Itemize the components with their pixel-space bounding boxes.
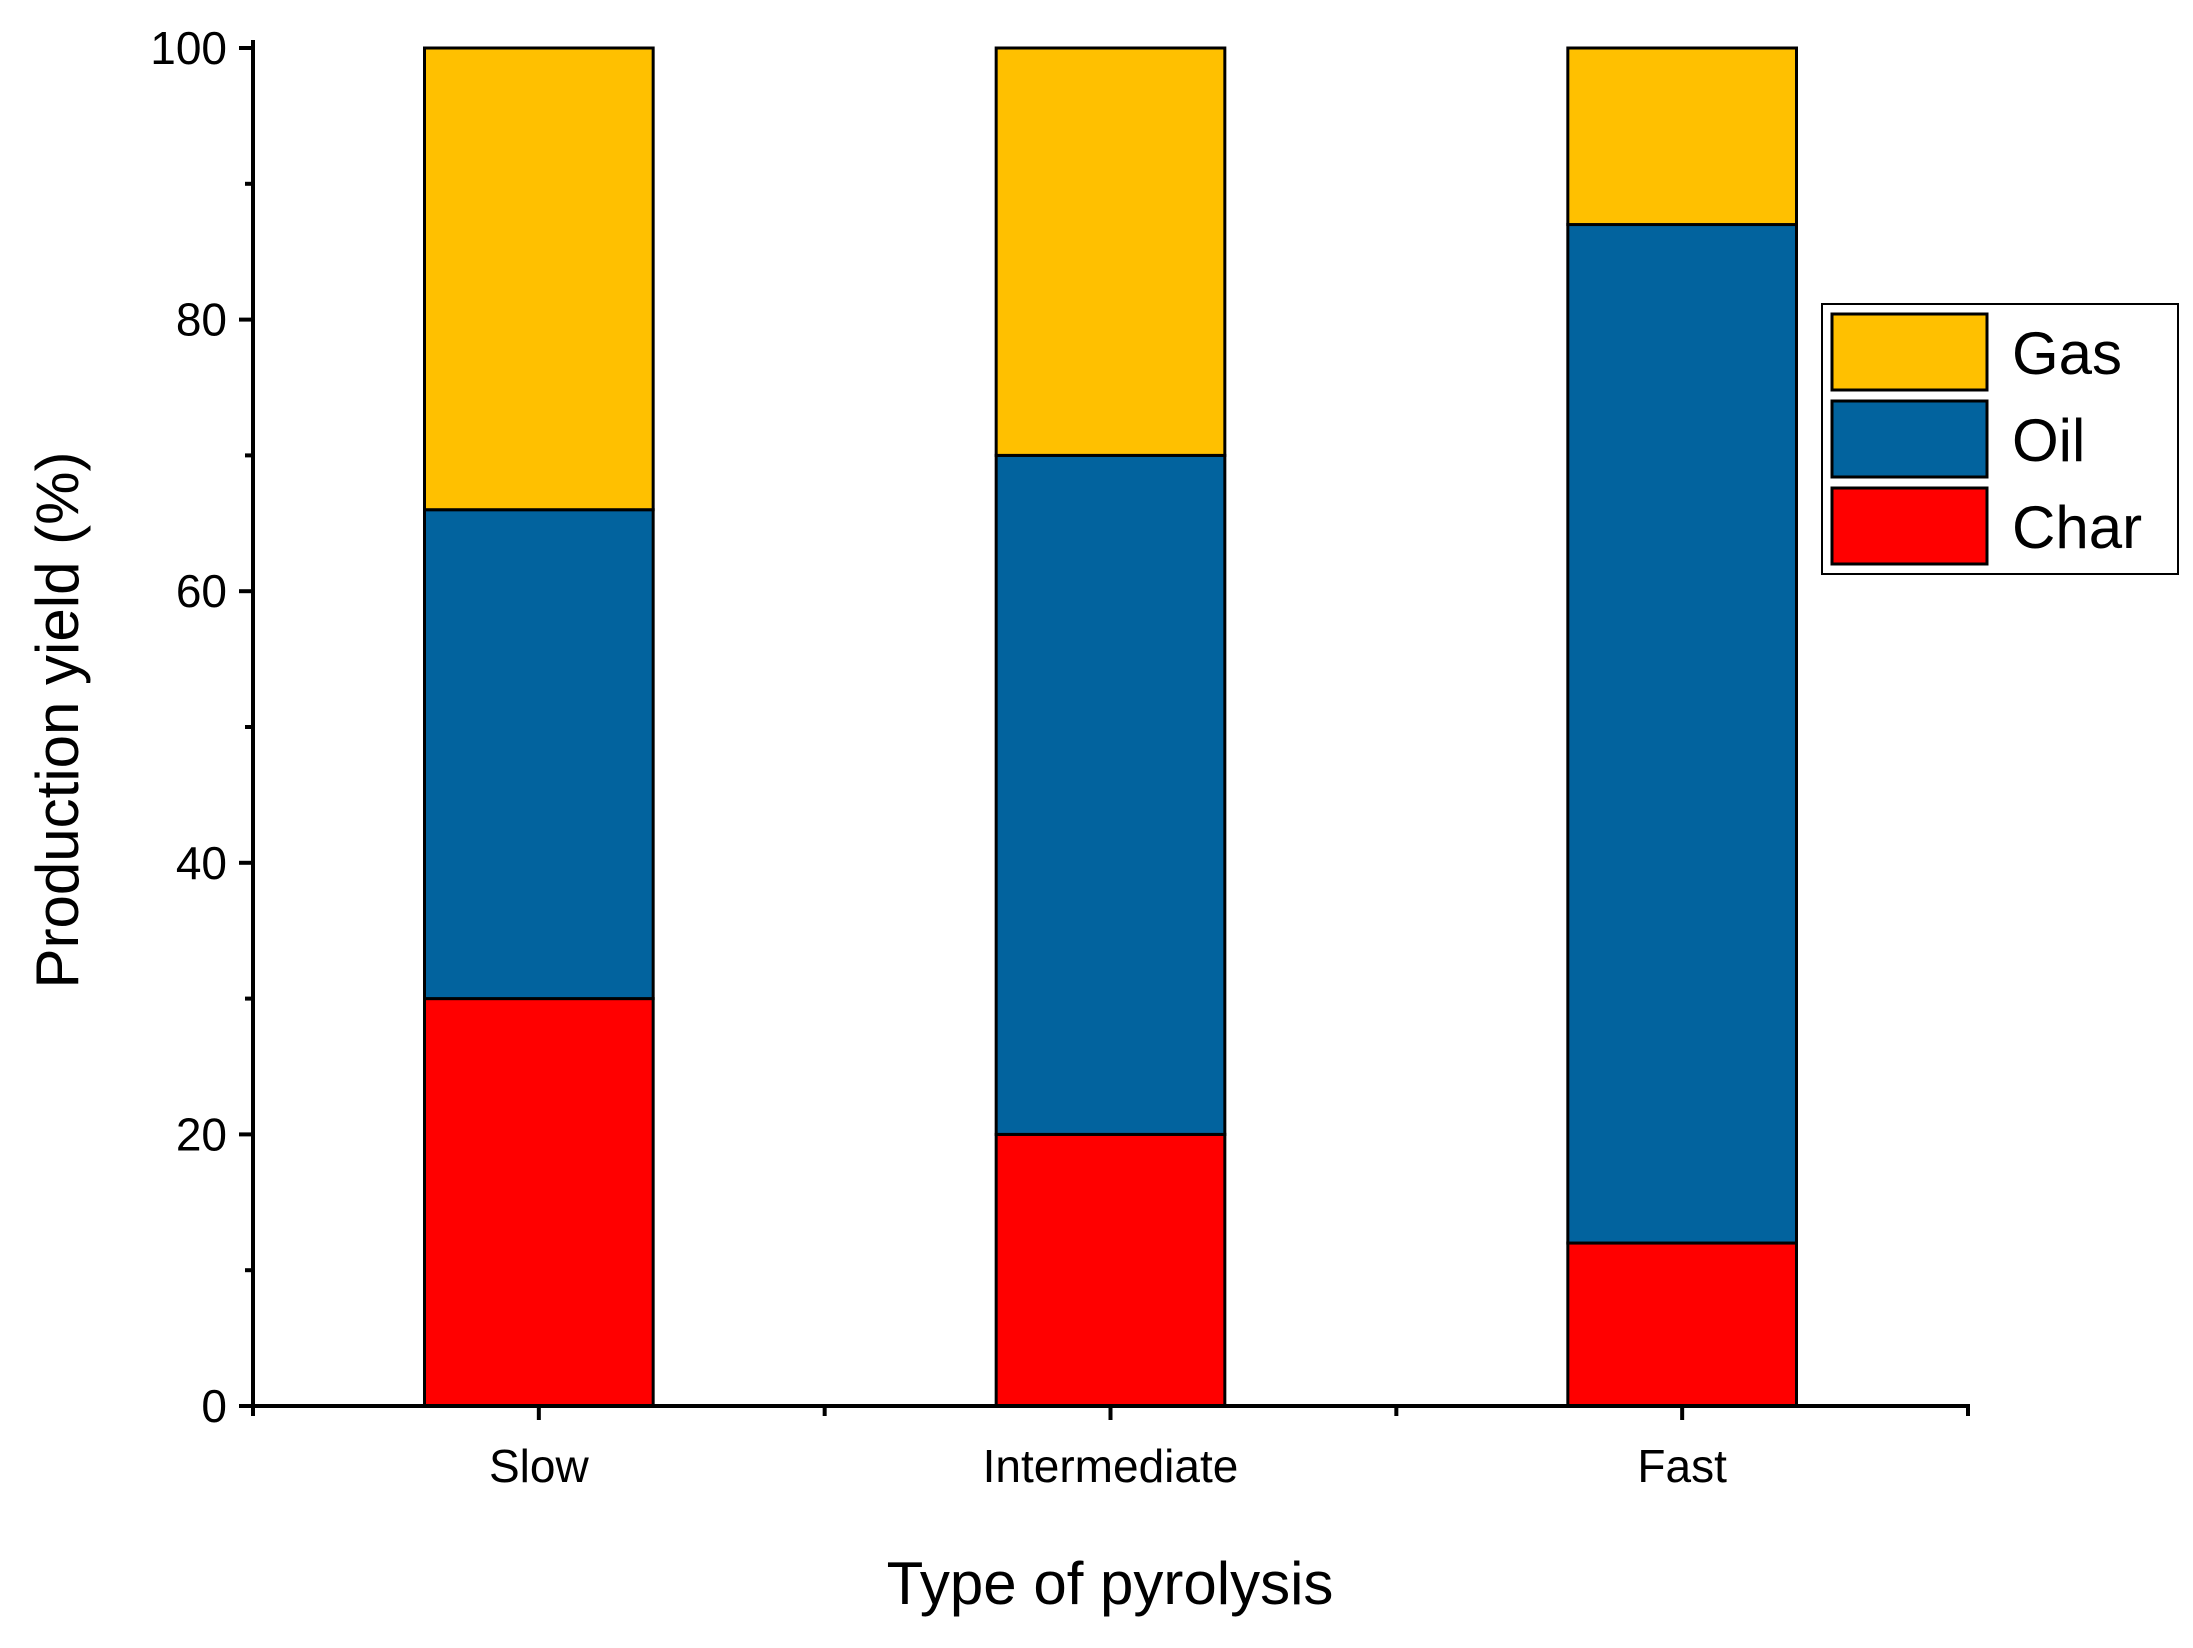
x-tick-label-intermediate: Intermediate [983,1440,1239,1492]
y-axis-title: Production yield (%) [24,452,91,989]
bar-fast-gas [1566,46,1799,227]
y-tick-label: 80 [176,294,227,346]
bar-slow-oil [423,508,655,1001]
y-tick-label: 40 [176,837,227,889]
x-ticks-layer: Slow Intermediate Fast [251,1406,1970,1492]
legend: Gas Oil Char [1821,303,2179,575]
legend-swatch-oil [1830,399,1989,479]
bar-intermediate-char [994,1132,1227,1408]
bar-intermediate-gas [994,46,1227,457]
bars-layer [423,46,1799,1408]
bar-slow-gas [423,46,655,512]
bar-fast-char [1566,1241,1799,1408]
y-ticks-layer: 0 20 40 60 80 100 [150,22,253,1432]
y-tick-label: 100 [150,22,227,74]
legend-label-char: Char [2012,494,2142,561]
y-tick-label: 60 [176,565,227,617]
y-tick-label: 0 [201,1380,227,1432]
legend-swatch-gas [1830,312,1989,392]
bar-fast-oil [1566,223,1799,1245]
bar-slow-char [423,997,655,1408]
bar-intermediate-oil [994,453,1227,1136]
x-tick-label-slow: Slow [489,1440,589,1492]
legend-label-gas: Gas [2012,320,2122,387]
y-tick-label: 20 [176,1108,227,1160]
legend-swatch-char [1830,486,1989,566]
x-axis-title: Type of pyrolysis [887,1550,1334,1617]
x-tick-label-fast: Fast [1637,1440,1727,1492]
legend-label-oil: Oil [2012,407,2085,474]
